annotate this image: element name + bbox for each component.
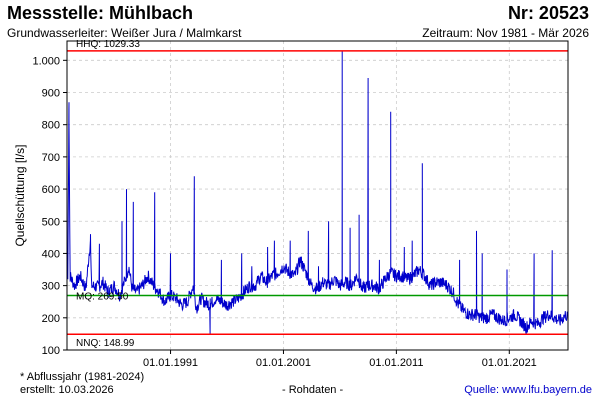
discharge-series-line <box>67 50 569 336</box>
hhq-line-label: HHQ: 1029.33 <box>76 39 140 50</box>
y-tick-label: 800 <box>42 120 60 132</box>
y-tick-label: 1.000 <box>32 55 60 67</box>
x-tick-label: 01.01.2011 <box>369 357 423 369</box>
source-link[interactable]: Quelle: www.lfu.bayern.de <box>464 384 592 396</box>
plot-frame <box>66 40 569 351</box>
y-tick-label: 500 <box>42 216 60 228</box>
x-tick-label: 01.01.1991 <box>143 357 198 369</box>
station-number: Nr: 20523 <box>507 3 589 23</box>
plot-area <box>67 41 568 350</box>
created-date: erstellt: 10.03.2026 <box>20 384 114 396</box>
station-title: Messstelle: Mühlbach <box>7 3 194 23</box>
y-tick-label: 700 <box>42 152 60 164</box>
y-tick-label: 600 <box>42 184 60 196</box>
footnote-hydrological-year: * Abflussjahr (1981-2024) <box>20 371 145 383</box>
nnq-line-label: NNQ: 148.99 <box>76 338 135 349</box>
aquifer-label: Grundwasserleiter: Weißer Jura / Malmkar… <box>7 26 242 40</box>
period-label: Zeitraum: Nov 1981 - Mär 2026 <box>422 26 589 40</box>
y-tick-label: 400 <box>42 248 60 260</box>
raw-data-label: - Rohdaten - <box>282 384 344 396</box>
mq-line-label: MQ: 269.50 <box>76 291 129 302</box>
y-tick-label: 200 <box>42 313 60 325</box>
y-tick-label: 300 <box>42 281 60 293</box>
x-tick-label: 01.01.2001 <box>256 357 311 369</box>
y-tick-label: 100 <box>42 345 60 357</box>
x-tick-label: 01.01.2021 <box>482 357 537 369</box>
y-tick-label: 900 <box>42 88 60 100</box>
y-axis-label: Quellschüttung [l/s] <box>13 144 27 246</box>
